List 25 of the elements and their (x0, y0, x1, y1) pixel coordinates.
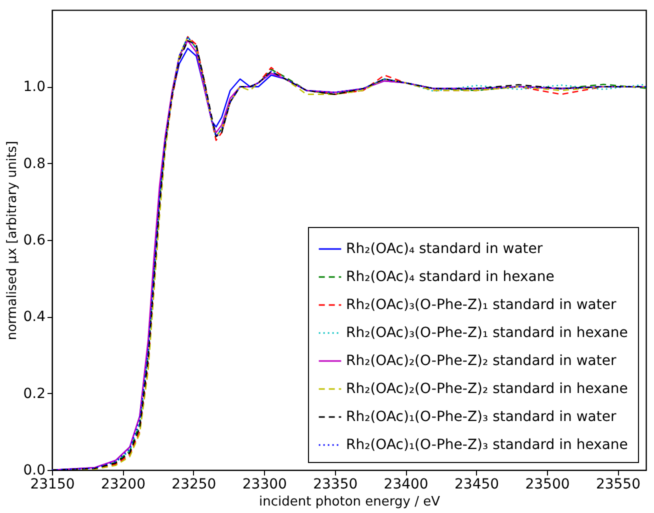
y-tick-label: 1.0 (23, 79, 46, 96)
legend-label: Rh₂(OAc)₂(O-Phe-Z)₂ standard in water (346, 353, 616, 369)
legend-label: Rh₂(OAc)₃(O-Phe-Z)₁ standard in water (346, 297, 616, 313)
x-tick-label: 23250 (172, 476, 216, 492)
x-tick-label: 23150 (30, 476, 75, 492)
legend-label: Rh₂(OAc)₁(O-Phe-Z)₃ standard in hexane (346, 437, 628, 453)
x-axis-title: incident photon energy / eV (258, 494, 440, 510)
x-tick-label: 23350 (313, 476, 358, 492)
legend-label: Rh₂(OAc)₃(O-Phe-Z)₁ standard in hexane (346, 325, 628, 341)
y-tick-label: 0.2 (23, 386, 46, 402)
x-tick-label: 23200 (100, 476, 146, 492)
x-tick-label: 23400 (384, 476, 428, 492)
y-tick-label: 0.6 (23, 232, 46, 248)
legend-label: Rh₂(OAc)₄ standard in hexane (346, 269, 554, 285)
legend-label: Rh₂(OAc)₁(O-Phe-Z)₃ standard in water (346, 409, 616, 425)
x-tick-label: 23500 (525, 476, 570, 492)
y-tick-label: 0.8 (23, 156, 46, 172)
x-tick-label: 23450 (454, 476, 500, 492)
legend-label: Rh₂(OAc)₄ standard in water (346, 241, 543, 257)
y-axis-title: normalised μx [arbitrary units] (5, 140, 20, 340)
legend-label: Rh₂(OAc)₂(O-Phe-Z)₂ standard in hexane (346, 381, 628, 397)
x-tick-label: 23300 (242, 476, 287, 492)
y-tick-label: 0.0 (23, 462, 46, 478)
y-tick-label: 0.4 (23, 309, 46, 326)
x-tick-label: 23550 (596, 476, 640, 492)
